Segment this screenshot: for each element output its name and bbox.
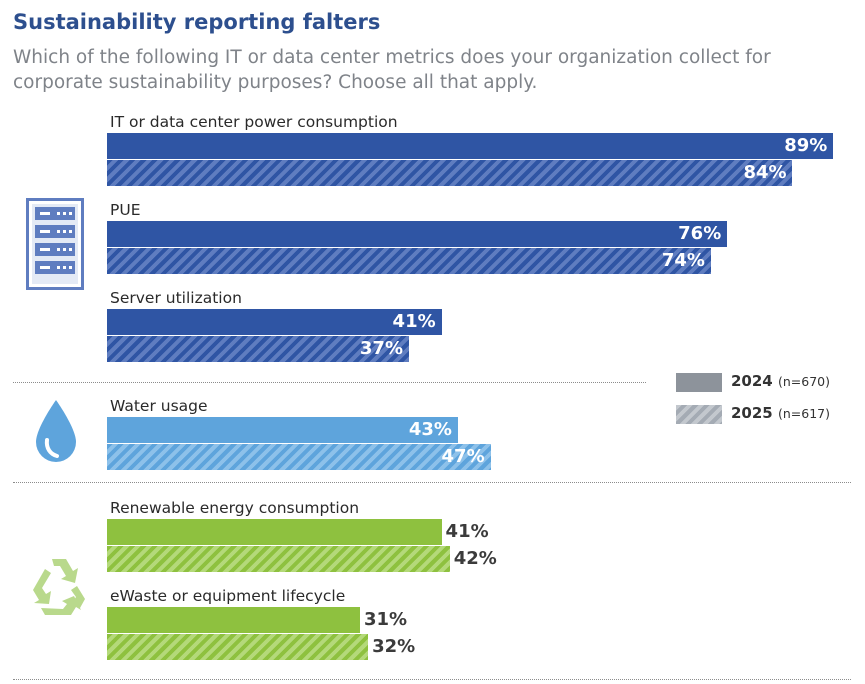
value-label: 43%	[408, 419, 452, 440]
value-label: 32%	[372, 636, 416, 657]
group-divider	[13, 482, 851, 483]
category-label: IT or data center power consumption	[110, 113, 398, 131]
bar-2024	[107, 309, 442, 335]
value-label: 41%	[445, 521, 489, 542]
category-label: PUE	[110, 201, 141, 219]
bar-2024	[107, 417, 458, 443]
value-label: 42%	[453, 548, 497, 569]
category-label: eWaste or equipment lifecycle	[110, 587, 346, 605]
legend-n: (n=617)	[777, 406, 830, 421]
value-label: 76%	[678, 223, 722, 244]
bar-2024	[107, 133, 834, 159]
group-divider	[13, 382, 646, 383]
value-label: 84%	[743, 162, 787, 183]
value-label: 31%	[363, 609, 408, 630]
bar-2025	[107, 160, 793, 186]
legend-year: 2025	[731, 404, 773, 422]
category-label: Renewable energy consumption	[110, 499, 360, 517]
bar-2024	[107, 221, 728, 247]
bar-2025	[107, 444, 491, 470]
legend-n: (n=670)	[777, 374, 830, 389]
category-label: Server utilization	[110, 289, 242, 307]
bar-2024	[107, 519, 442, 545]
value-label: 74%	[661, 250, 705, 271]
bar-2025	[107, 336, 409, 362]
bar-2024	[107, 607, 360, 633]
server-rack-icon	[26, 198, 84, 290]
bar-2025	[107, 546, 450, 572]
value-label: 89%	[784, 135, 828, 156]
value-label: 47%	[441, 446, 485, 467]
value-label: 41%	[392, 311, 436, 332]
bar-2025	[107, 248, 711, 274]
chart-title: Sustainability reporting falters	[13, 10, 381, 34]
legend-label-2024: 2024 (n=670)	[731, 372, 830, 390]
water-drop-icon	[36, 400, 76, 462]
category-label: Water usage	[110, 397, 208, 415]
recycle-icon	[33, 559, 85, 615]
legend-year: 2024	[731, 372, 773, 390]
chart-subtitle: Which of the following IT or data center…	[13, 47, 771, 93]
group-divider	[13, 679, 851, 680]
legend-swatch-2025	[676, 405, 722, 424]
legend-swatch-2024	[676, 373, 722, 392]
bar-2025	[107, 634, 369, 660]
legend-label-2025: 2025 (n=617)	[731, 404, 830, 422]
value-label: 37%	[359, 338, 403, 359]
